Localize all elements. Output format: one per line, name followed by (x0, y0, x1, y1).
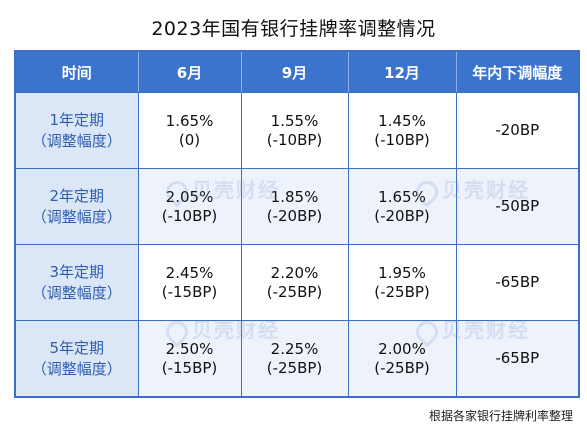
table-row: 5年定期 （调整幅度） 2.50% (-15BP) 2.25% (-25BP) … (16, 320, 578, 396)
annual-cut-cell: -20BP (456, 92, 578, 170)
rate-value: 2.25% (270, 339, 319, 358)
rate-change: (-25BP) (266, 358, 323, 377)
row-label-subtitle: （调整幅度） (31, 283, 122, 302)
rate-change: (-15BP) (161, 358, 218, 377)
row-label-subtitle: （调整幅度） (31, 207, 122, 226)
rate-value: 2.05% (165, 187, 214, 206)
row-label-3y: 3年定期 （调整幅度） (16, 244, 139, 322)
row-label-title: 1年定期 (49, 110, 105, 129)
rate-value: 1.65% (378, 187, 426, 206)
rate-table: 时间 6月 9月 12月 年内下调幅度 1年定期 （调整幅度） 1.65% (0… (16, 52, 578, 396)
rate-change: (-25BP) (374, 358, 430, 377)
rate-change: (-15BP) (161, 282, 218, 301)
rate-value: 1.85% (270, 187, 319, 206)
header-annual-cut: 年内下调幅度 (456, 52, 578, 93)
table-cell: 1.45% (-10BP) (348, 92, 457, 170)
rate-table-container: 时间 6月 9月 12月 年内下调幅度 1年定期 （调整幅度） 1.65% (0… (14, 50, 580, 398)
table-cell: 2.05% (-10BP) (138, 168, 242, 246)
rate-value: 1.45% (378, 111, 426, 130)
rate-value: 2.50% (165, 339, 214, 358)
table-cell: 1.65% (-20BP) (348, 168, 457, 246)
rate-value: 2.20% (270, 263, 319, 282)
page-title: 2023年国有银行挂牌率调整情况 (151, 18, 436, 40)
rate-change: (-10BP) (161, 206, 218, 225)
header-september: 9月 (241, 52, 349, 93)
row-label-subtitle: （调整幅度） (31, 359, 122, 378)
rate-value: 2.00% (378, 339, 426, 358)
table-row: 2年定期 （调整幅度） 2.05% (-10BP) 1.85% (-20BP) … (16, 168, 578, 246)
header-december: 12月 (348, 52, 457, 93)
annual-cut-cell: -65BP (456, 244, 578, 322)
table-row: 3年定期 （调整幅度） 2.45% (-15BP) 2.20% (-25BP) … (16, 244, 578, 322)
table-cell: 2.50% (-15BP) (138, 320, 242, 396)
table-cell: 2.20% (-25BP) (241, 244, 349, 322)
rate-change: (-25BP) (374, 282, 430, 301)
rate-value: 2.45% (165, 263, 214, 282)
table-cell: 2.45% (-15BP) (138, 244, 242, 322)
rate-change: (-25BP) (266, 282, 323, 301)
source-note: 根据各家银行挂牌利率整理 (428, 409, 573, 423)
row-label-subtitle: （调整幅度） (31, 131, 122, 150)
header-june: 6月 (138, 52, 242, 93)
rate-value: 1.65% (165, 111, 214, 130)
table-cell: 1.55% (-10BP) (241, 92, 349, 170)
row-label-1y: 1年定期 （调整幅度） (16, 92, 139, 170)
table-header-row: 时间 6月 9月 12月 年内下调幅度 (16, 52, 578, 93)
rate-change: (-20BP) (266, 206, 323, 225)
table-cell: 1.65% (0) (138, 92, 242, 170)
table-cell: 1.95% (-25BP) (348, 244, 457, 322)
annual-cut-cell: -65BP (456, 320, 578, 396)
rate-value: 1.95% (378, 263, 426, 282)
row-label-title: 5年定期 (49, 338, 105, 357)
rate-change: (-10BP) (266, 130, 323, 149)
rate-change: (-20BP) (374, 206, 430, 225)
row-label-title: 3年定期 (49, 262, 105, 281)
rate-value: 1.55% (270, 111, 319, 130)
row-label-title: 2年定期 (49, 186, 105, 205)
table-cell: 2.25% (-25BP) (241, 320, 349, 396)
rate-change: (0) (178, 130, 201, 149)
table-cell: 2.00% (-25BP) (348, 320, 457, 396)
row-label-2y: 2年定期 （调整幅度） (16, 168, 139, 246)
table-row: 1年定期 （调整幅度） 1.65% (0) 1.55% (-10BP) 1.45… (16, 92, 578, 170)
table-cell: 1.85% (-20BP) (241, 168, 349, 246)
annual-cut-cell: -50BP (456, 168, 578, 246)
header-time: 时间 (16, 52, 139, 93)
row-label-5y: 5年定期 （调整幅度） (16, 320, 139, 396)
rate-change: (-10BP) (374, 130, 430, 149)
